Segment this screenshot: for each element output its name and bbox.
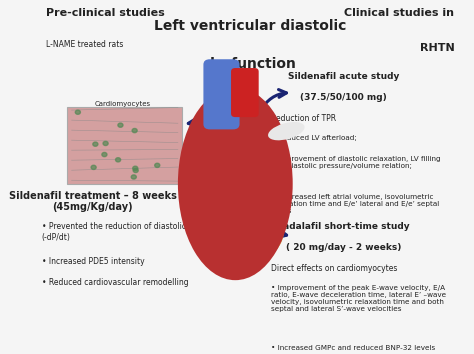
Text: • Improvement of the peak E-wave velocity, E/A
ratio, E-wave deceleration time, : • Improvement of the peak E-wave velocit… <box>272 285 447 313</box>
Text: Tadalafil short-time study: Tadalafil short-time study <box>278 222 410 231</box>
Circle shape <box>103 141 108 145</box>
FancyBboxPatch shape <box>203 59 239 129</box>
Circle shape <box>75 110 81 114</box>
Text: Sildenafil treatment – 8 weeks
(45mg/Kg/day): Sildenafil treatment – 8 weeks (45mg/Kg/… <box>9 191 177 212</box>
Ellipse shape <box>268 122 305 140</box>
Text: • Prevented the reduction of diastolic relaxation
(-dP/dt): • Prevented the reduction of diastolic r… <box>42 222 227 242</box>
Circle shape <box>131 175 137 179</box>
Text: Reduction of TPR: Reduction of TPR <box>272 114 337 122</box>
Text: Pre-clinical studies: Pre-clinical studies <box>46 8 165 18</box>
Text: Clinical studies in: Clinical studies in <box>344 8 454 18</box>
Circle shape <box>116 158 121 162</box>
Ellipse shape <box>178 87 293 280</box>
Circle shape <box>155 163 160 167</box>
Circle shape <box>93 142 98 146</box>
Circle shape <box>133 166 138 170</box>
FancyBboxPatch shape <box>231 68 259 117</box>
Text: • Increased GMPc and reduced BNP-32 levels: • Increased GMPc and reduced BNP-32 leve… <box>272 345 436 351</box>
Text: dysfunction: dysfunction <box>204 57 296 72</box>
Circle shape <box>133 169 138 172</box>
Ellipse shape <box>195 193 284 266</box>
Text: (37.5/50/100 mg): (37.5/50/100 mg) <box>301 92 387 102</box>
Text: • Increased PDE5 intensity: • Increased PDE5 intensity <box>42 257 145 266</box>
Text: RHTN: RHTN <box>419 44 454 53</box>
Text: Sildenafil acute study: Sildenafil acute study <box>288 72 400 80</box>
Circle shape <box>118 123 123 127</box>
FancyBboxPatch shape <box>67 107 182 184</box>
Circle shape <box>132 129 137 133</box>
Text: L-NAME treated rats: L-NAME treated rats <box>46 40 123 49</box>
Circle shape <box>91 165 96 170</box>
Text: • Reduced cardiovascular remodelling: • Reduced cardiovascular remodelling <box>42 279 189 287</box>
Text: • Decreased left atrial volume, isovolumetric
relaxation time and E/e’ lateral a: • Decreased left atrial volume, isovolum… <box>272 194 440 214</box>
Text: Cardiomyocytes: Cardiomyocytes <box>94 101 151 107</box>
Text: • Improvement of diastolic relaxation, LV filling
and diastolic pressure/volume : • Improvement of diastolic relaxation, L… <box>272 156 441 169</box>
Text: Left ventricular diastolic: Left ventricular diastolic <box>154 19 346 33</box>
Text: Direct effects on cardiomyocytes: Direct effects on cardiomyocytes <box>272 264 398 273</box>
Text: • Reduced LV afterload;: • Reduced LV afterload; <box>272 135 357 141</box>
Circle shape <box>102 153 107 156</box>
Text: ( 20 mg/day - 2 weeks): ( 20 mg/day - 2 weeks) <box>286 243 401 252</box>
